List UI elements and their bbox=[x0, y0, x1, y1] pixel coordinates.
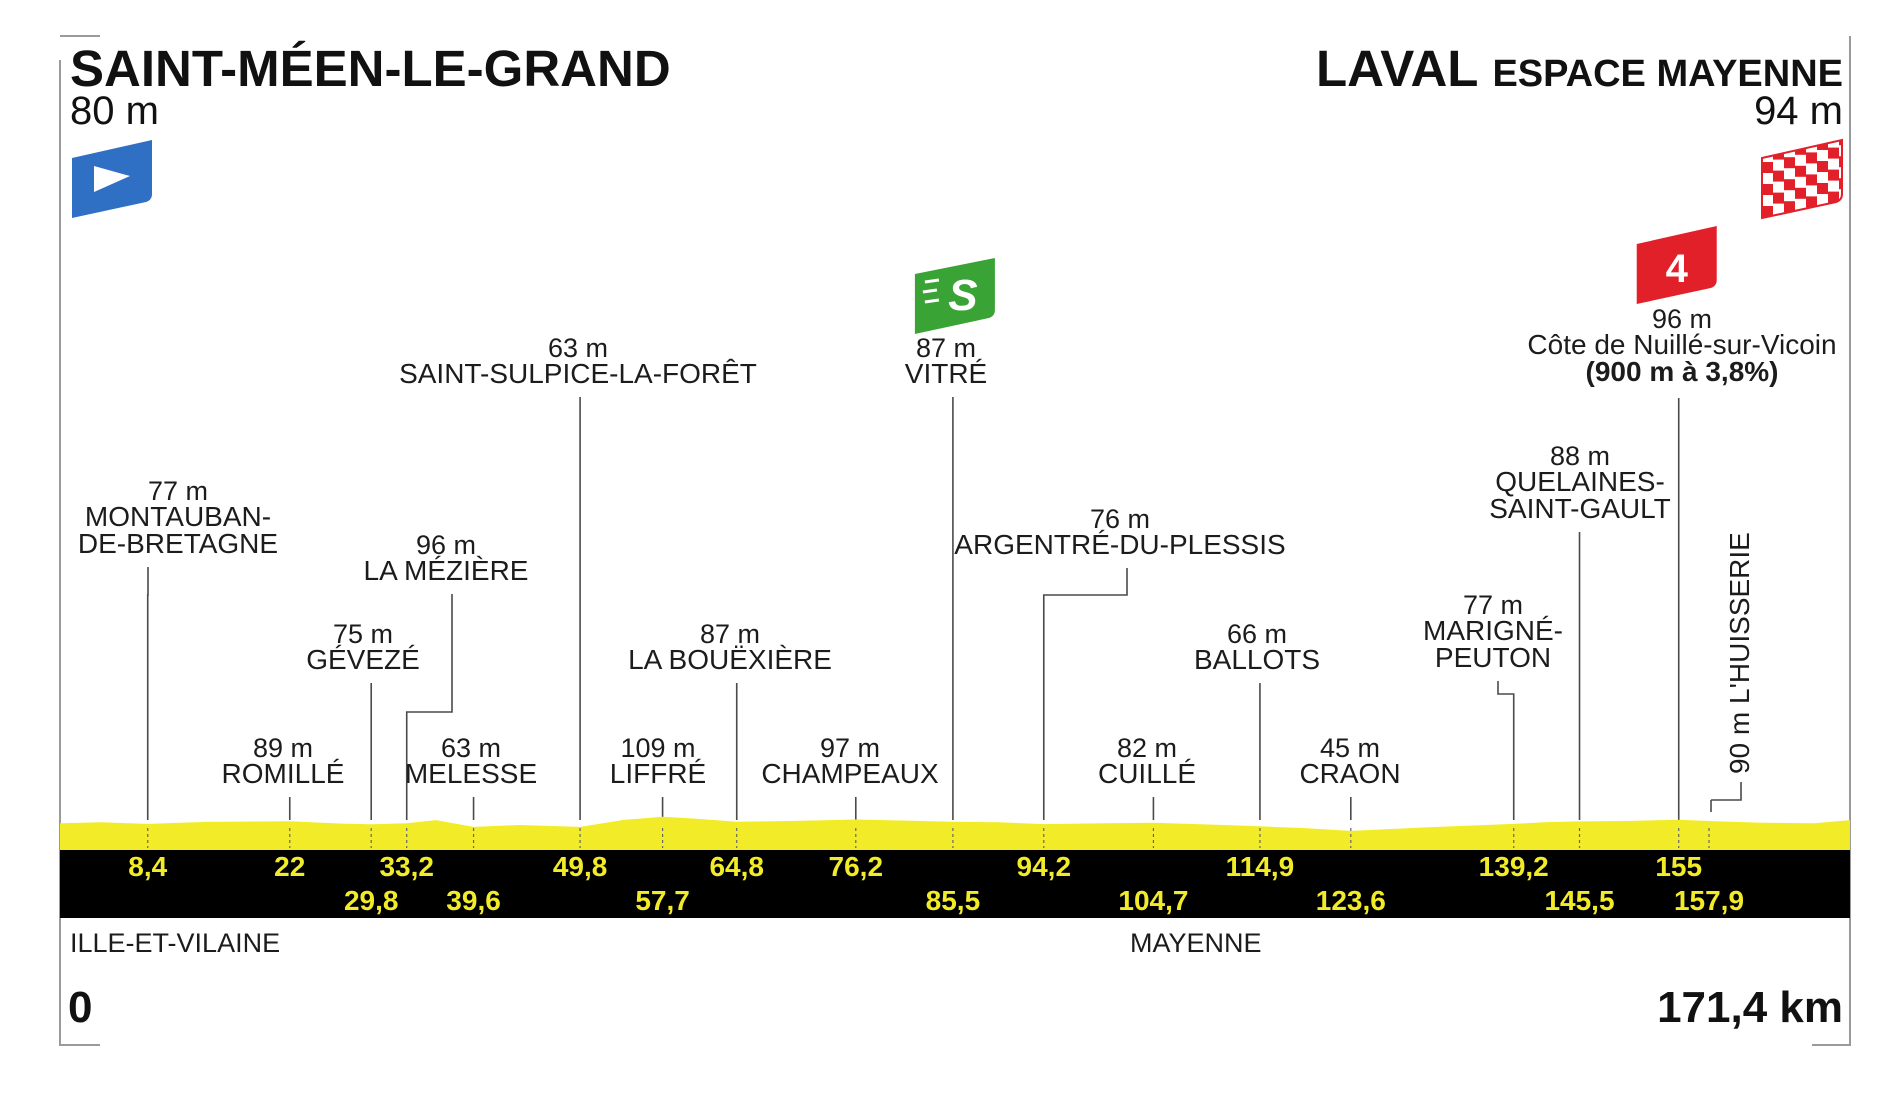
town-name-cuille: CUILLÉ bbox=[1098, 758, 1196, 789]
sprint-label: S bbox=[948, 271, 977, 320]
town-name-quelaines-saint-gault: QUELAINES-SAINT-GAULT bbox=[1489, 466, 1671, 524]
town-name-la-bouexiere: LA BOUËXIÈRE bbox=[628, 644, 832, 675]
km-label-la-meziere: 33,2 bbox=[379, 851, 434, 882]
climb-category-flag-icon: 4 bbox=[1637, 226, 1717, 304]
climb-category-label: 4 bbox=[1666, 247, 1689, 291]
town-name-argentre-du-plessis: ARGENTRÉ-DU-PLESSIS bbox=[954, 529, 1285, 560]
checkered-flag-icon bbox=[1762, 126, 1850, 226]
town-name-liffre: LIFFRÉ bbox=[610, 758, 706, 789]
km-label-l-huisserie: 157,9 bbox=[1674, 885, 1744, 916]
start-km: 0 bbox=[68, 983, 92, 1032]
town-name-champeaux: CHAMPEAUX bbox=[761, 758, 939, 789]
finish-name-main: LAVAL bbox=[1316, 40, 1478, 97]
department-mayenne: MAYENNE bbox=[1130, 928, 1262, 958]
km-label-cote-de-nuille-sur-vicoin: 155 bbox=[1655, 851, 1702, 882]
km-label-melesse: 39,6 bbox=[446, 885, 501, 916]
climb-detail: (900 m à 3,8%) bbox=[1586, 356, 1779, 387]
km-label-marigne-peuton: 139,2 bbox=[1479, 851, 1549, 882]
km-label-craon: 123,6 bbox=[1316, 885, 1386, 916]
town-name-montauban-de-bretagne: MONTAUBAN-DE-BRETAGNE bbox=[78, 501, 278, 559]
town-name-craon: CRAON bbox=[1299, 758, 1400, 789]
start-flag-icon bbox=[72, 140, 152, 218]
km-label-geveze: 29,8 bbox=[344, 885, 399, 916]
town-name-romille: ROMILLÉ bbox=[222, 758, 345, 789]
town-label-l-huisserie: 90 m L'HUISSERIE bbox=[1724, 532, 1755, 774]
stem-marigne-peuton bbox=[1498, 681, 1514, 820]
markers: S4 bbox=[915, 226, 1717, 334]
town-name-vitre: VITRÉ bbox=[905, 358, 987, 389]
finish-altitude: 94 m bbox=[1754, 89, 1843, 133]
town-name-saint-sulpice-la-foret: SAINT-SULPICE-LA-FORÊT bbox=[399, 358, 757, 389]
town-name-geveze: GÉVEZÉ bbox=[306, 644, 420, 675]
profile-area bbox=[60, 817, 1850, 850]
start-name: SAINT-MÉEN-LE-GRAND bbox=[70, 40, 671, 97]
km-label-cuille: 104,7 bbox=[1118, 885, 1188, 916]
town-name-melesse: MELESSE bbox=[405, 758, 537, 789]
km-label-argentre-du-plessis: 94,2 bbox=[1017, 851, 1072, 882]
town-name-la-meziere: LA MÉZIÈRE bbox=[364, 555, 529, 586]
stem-l-huisserie bbox=[1711, 782, 1741, 812]
finish-km: 171,4 km bbox=[1657, 983, 1843, 1032]
km-label-quelaines-saint-gault: 145,5 bbox=[1544, 885, 1614, 916]
km-label-liffre: 57,7 bbox=[635, 885, 690, 916]
town-name-marigne-peuton: MARIGNÉ-PEUTON bbox=[1423, 615, 1563, 673]
start-altitude: 80 m bbox=[70, 89, 159, 133]
km-label-saint-sulpice-la-foret: 49,8 bbox=[553, 851, 608, 882]
km-label-ballots: 114,9 bbox=[1226, 851, 1295, 882]
town-name-ballots: BALLOTS bbox=[1194, 644, 1320, 675]
km-label-la-bouexiere: 64,8 bbox=[709, 851, 764, 882]
department-ille-et-vilaine: ILLE-ET-VILAINE bbox=[70, 928, 280, 958]
intermediate-sprint-icon: S bbox=[915, 258, 995, 334]
elevation-profile bbox=[60, 817, 1850, 850]
km-label-romille: 22 bbox=[274, 851, 305, 882]
km-label-vitre: 85,5 bbox=[926, 885, 981, 916]
km-label-champeaux: 76,2 bbox=[829, 851, 884, 882]
km-label-montauban-de-bretagne: 8,4 bbox=[128, 851, 167, 882]
